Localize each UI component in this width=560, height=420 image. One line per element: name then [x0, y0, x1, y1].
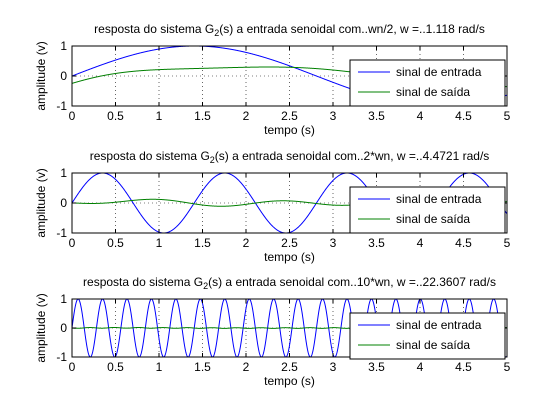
legend-box [349, 186, 506, 234]
x-tick-label: 0.5 [107, 360, 124, 374]
x-tick-label: 3 [330, 236, 337, 250]
x-tick-label: 1 [156, 109, 163, 123]
x-tick-label: 1 [156, 236, 163, 250]
y-tick-label: -1 [56, 350, 67, 364]
x-tick-label: 0.5 [107, 236, 124, 250]
x-tick-label: 1.5 [194, 109, 211, 123]
chart-title-pre: resposta do sistema G [94, 22, 214, 36]
x-tick-label: 1.5 [194, 236, 211, 250]
chart-title-sub: 2 [214, 28, 219, 38]
x-tick-label: 2.5 [281, 360, 298, 374]
y-tick-label: 1 [60, 292, 67, 306]
x-tick-label: 0 [69, 109, 76, 123]
x-tick-label: 3 [330, 360, 337, 374]
y-axis-label: amplitude (v) [34, 168, 48, 237]
x-tick-label: 1.5 [194, 360, 211, 374]
x-tick-label: 5 [504, 360, 511, 374]
y-tick-label: 0 [60, 321, 67, 335]
x-tick-label: 4.5 [455, 236, 472, 250]
chart-title-post: (s) a entrada senoidal com..10*wn, w =..… [208, 275, 496, 289]
x-tick-label: 4.5 [455, 109, 472, 123]
x-tick-label: 4.5 [455, 360, 472, 374]
chart-title-sub: 2 [203, 281, 208, 291]
legend: sinal de entrada sinal de saída [349, 186, 506, 234]
x-tick-label: 5 [504, 236, 511, 250]
x-axis-label: tempo (s) [264, 250, 315, 264]
x-axis-label: tempo (s) [264, 123, 315, 137]
x-tick-label: 3 [330, 109, 337, 123]
legend-label: sinal de saída [396, 338, 470, 352]
legend-label: sinal de saída [396, 212, 470, 226]
y-tick-label: -1 [56, 226, 67, 240]
y-axis-label: amplitude (v) [34, 41, 48, 110]
chart-title: resposta do sistema G2(s) a entrada seno… [94, 22, 485, 38]
x-tick-label: 3.5 [368, 109, 385, 123]
x-tick-label: 4 [417, 109, 424, 123]
y-tick-label: 0 [60, 196, 67, 210]
x-tick-label: 2.5 [281, 236, 298, 250]
legend: sinal de entrada sinal de saída [349, 59, 506, 107]
chart-title: resposta do sistema G2(s) a entrada seno… [83, 275, 496, 291]
chart-title-post: (s) a entrada senoidal com..2*wn, w =..4… [215, 149, 489, 163]
x-tick-label: 2 [243, 109, 250, 123]
x-tick-label: 3.5 [368, 236, 385, 250]
x-tick-label: 0 [69, 236, 76, 250]
chart-title-pre: resposta do sistema G [83, 275, 203, 289]
x-tick-label: 5 [504, 109, 511, 123]
y-tick-label: 0 [60, 69, 67, 83]
legend: sinal de entrada sinal de saída [349, 312, 506, 360]
chart-title-pre: resposta do sistema G [90, 149, 210, 163]
x-tick-label: 2 [243, 236, 250, 250]
y-tick-label: 1 [60, 166, 67, 180]
x-tick-label: 0 [69, 360, 76, 374]
x-axis-label: tempo (s) [264, 374, 315, 388]
legend-label: sinal de entrada [396, 192, 482, 206]
legend-box [349, 312, 506, 360]
legend-label: sinal de saída [396, 85, 470, 99]
chart-title: resposta do sistema G2(s) a entrada seno… [90, 149, 490, 165]
x-tick-label: 2.5 [281, 109, 298, 123]
chart-title-post: (s) a entrada senoidal com..wn/2, w =..1… [219, 22, 485, 36]
y-tick-label: 1 [60, 39, 67, 53]
legend-label: sinal de entrada [396, 318, 482, 332]
x-tick-label: 4 [417, 360, 424, 374]
legend-box [349, 59, 506, 107]
chart-title-sub: 2 [210, 155, 215, 165]
y-axis-label: amplitude (v) [34, 293, 48, 362]
x-tick-label: 0.5 [107, 109, 124, 123]
x-tick-label: 4 [417, 236, 424, 250]
x-tick-label: 2 [243, 360, 250, 374]
legend-label: sinal de entrada [396, 65, 482, 79]
y-tick-label: -1 [56, 99, 67, 113]
x-tick-label: 1 [156, 360, 163, 374]
x-tick-label: 3.5 [368, 360, 385, 374]
